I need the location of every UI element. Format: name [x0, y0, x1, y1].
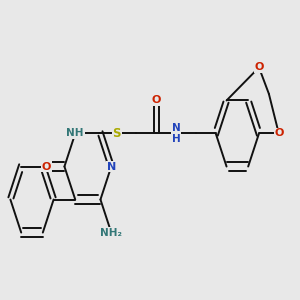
Text: NH₂: NH₂ — [100, 228, 122, 238]
Text: O: O — [152, 95, 161, 106]
Text: O: O — [254, 62, 264, 72]
Text: O: O — [274, 128, 283, 139]
Text: N
H: N H — [172, 123, 181, 144]
Text: S: S — [112, 127, 121, 140]
Text: NH: NH — [67, 128, 84, 139]
Text: N: N — [106, 161, 116, 172]
Text: O: O — [42, 161, 51, 172]
